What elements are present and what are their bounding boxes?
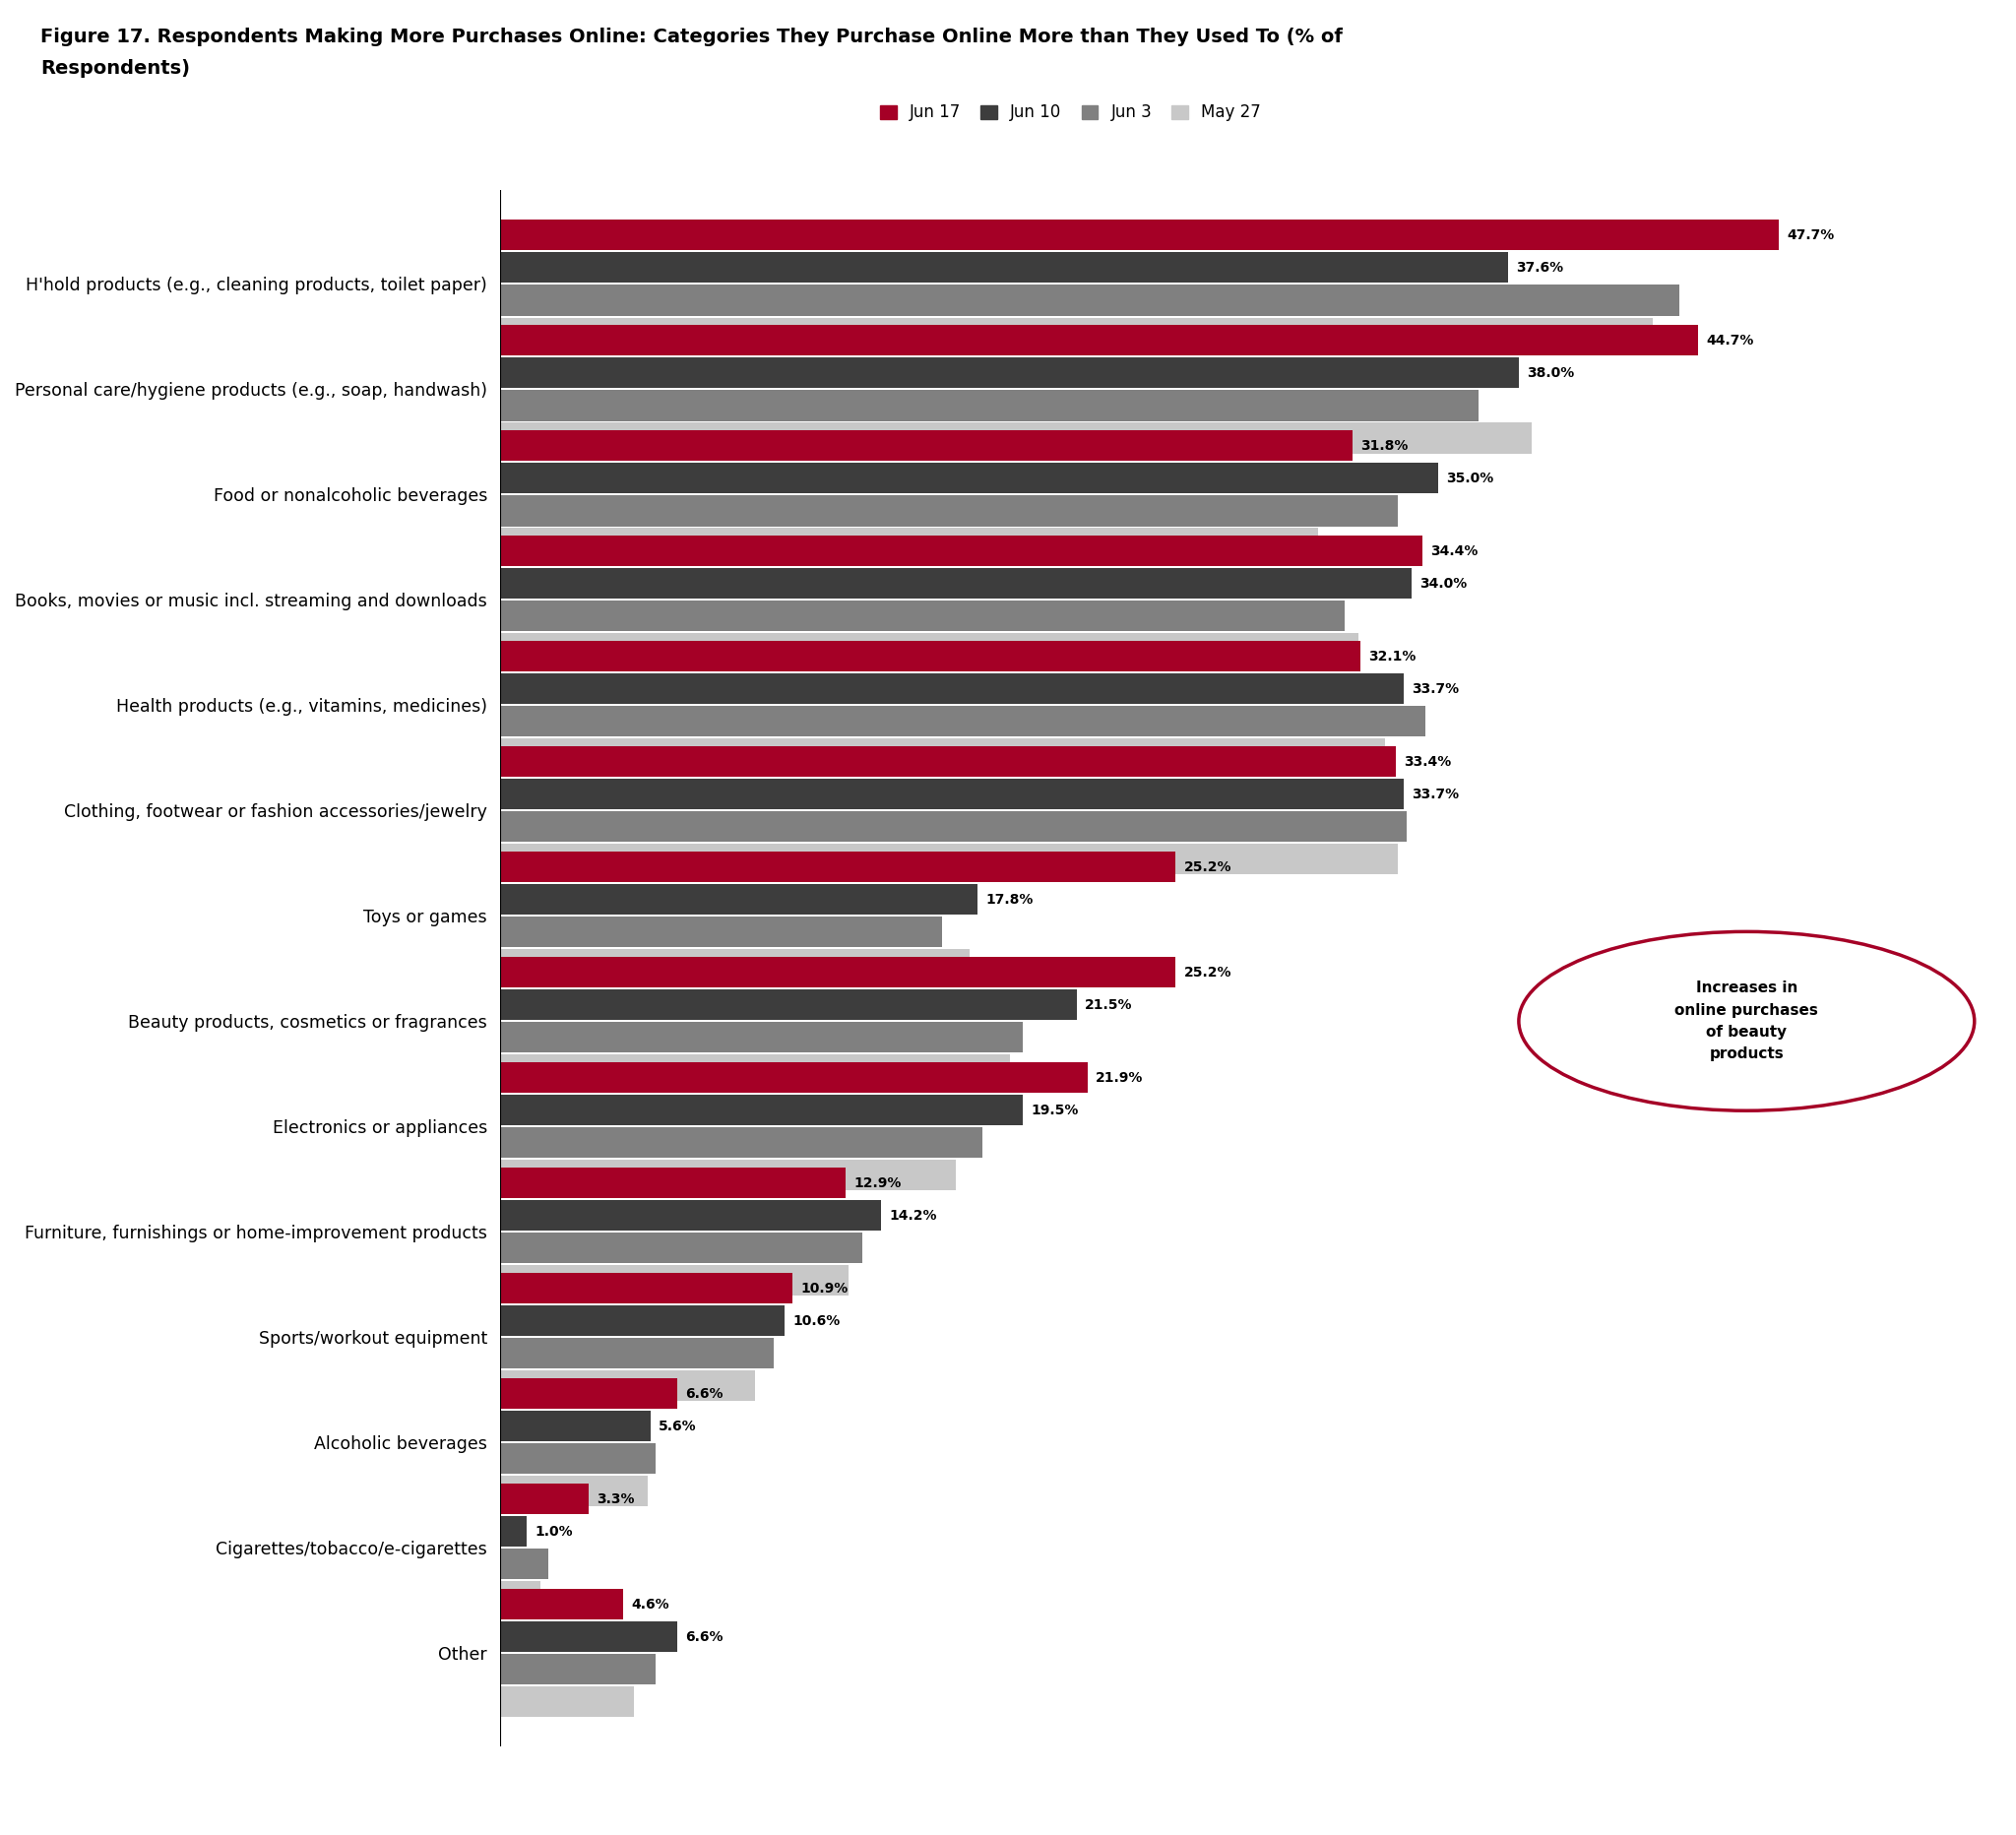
Bar (500, 989, 1077, 1020)
Bar (500, 1483, 589, 1514)
Bar (500, 1582, 540, 1611)
Bar (500, 391, 1478, 420)
Bar (500, 325, 1697, 356)
Text: 34.4%: 34.4% (1429, 545, 1478, 558)
Text: 3.3%: 3.3% (597, 1492, 635, 1507)
Text: 17.8%: 17.8% (986, 892, 1032, 906)
Bar (500, 284, 1679, 316)
Bar (500, 1686, 635, 1718)
Text: 21.5%: 21.5% (1085, 998, 1133, 1011)
Text: 31.8%: 31.8% (1361, 439, 1409, 453)
Text: 34.0%: 34.0% (1419, 576, 1468, 591)
Legend: Jun 17, Jun 10, Jun 3, May 27: Jun 17, Jun 10, Jun 3, May 27 (873, 97, 1268, 128)
Bar (500, 569, 1411, 598)
Bar (500, 1022, 1022, 1053)
Bar (500, 1338, 774, 1369)
Bar (500, 528, 1318, 558)
Bar (500, 317, 1653, 349)
Bar (500, 1371, 754, 1402)
Text: 25.2%: 25.2% (1183, 965, 1232, 980)
Bar (500, 1411, 651, 1442)
Text: 4.6%: 4.6% (631, 1596, 669, 1611)
Bar (500, 253, 1508, 283)
Bar (500, 495, 1399, 527)
Text: 14.2%: 14.2% (889, 1209, 937, 1222)
Bar (500, 1622, 677, 1652)
Bar (500, 673, 1403, 705)
Text: 44.7%: 44.7% (1706, 334, 1754, 347)
Bar (500, 884, 978, 916)
Bar (500, 706, 1425, 738)
Text: Respondents): Respondents) (40, 59, 190, 77)
Bar (500, 851, 1175, 883)
Bar (500, 1160, 956, 1191)
Bar (500, 1653, 655, 1685)
Text: 33.7%: 33.7% (1411, 787, 1460, 802)
Bar (500, 1516, 526, 1547)
Bar (500, 1233, 863, 1262)
Bar (500, 1095, 1022, 1125)
Bar (500, 747, 1395, 776)
Bar (500, 633, 1359, 664)
Text: 33.4%: 33.4% (1403, 754, 1452, 769)
Bar (500, 1305, 784, 1336)
Bar (500, 536, 1421, 567)
Text: 1.0%: 1.0% (534, 1525, 573, 1538)
Bar (500, 640, 1361, 672)
Bar (500, 220, 1778, 250)
Text: Figure 17. Respondents Making More Purchases Online: Categories They Purchase On: Figure 17. Respondents Making More Purch… (40, 28, 1343, 46)
Text: 6.6%: 6.6% (685, 1629, 724, 1644)
Bar (500, 811, 1407, 842)
Bar (500, 462, 1437, 494)
Bar (500, 778, 1403, 809)
Bar (500, 740, 1385, 769)
Bar (500, 1444, 655, 1474)
Text: Increases in
online purchases
of beauty
products: Increases in online purchases of beauty … (1675, 982, 1818, 1061)
Bar (500, 1062, 1087, 1094)
Text: 47.7%: 47.7% (1786, 228, 1835, 242)
Bar (500, 1127, 982, 1158)
Bar (500, 1589, 623, 1620)
Bar (500, 358, 1518, 389)
Text: 12.9%: 12.9% (855, 1176, 901, 1189)
Bar (500, 918, 943, 947)
Bar (500, 422, 1532, 453)
Text: 5.6%: 5.6% (659, 1418, 696, 1433)
Text: 21.9%: 21.9% (1095, 1072, 1143, 1084)
Text: 25.2%: 25.2% (1183, 861, 1232, 873)
Text: 10.9%: 10.9% (800, 1281, 849, 1296)
Text: 38.0%: 38.0% (1526, 367, 1574, 380)
Bar (500, 1273, 792, 1303)
Bar (500, 1549, 548, 1580)
Bar (500, 1475, 647, 1507)
Text: 33.7%: 33.7% (1411, 683, 1460, 695)
Text: 10.6%: 10.6% (792, 1314, 841, 1329)
Text: 37.6%: 37.6% (1516, 261, 1564, 275)
Bar (500, 1200, 881, 1231)
Bar (500, 1266, 849, 1296)
Text: 6.6%: 6.6% (685, 1387, 724, 1400)
Bar (500, 1167, 847, 1198)
Text: 32.1%: 32.1% (1369, 650, 1417, 662)
Bar (500, 431, 1353, 461)
Bar (500, 600, 1345, 631)
Bar (500, 958, 1175, 987)
Bar (500, 1055, 1010, 1084)
Bar (500, 1378, 677, 1409)
Text: 19.5%: 19.5% (1030, 1103, 1079, 1118)
Bar (500, 949, 970, 980)
Bar (500, 844, 1399, 875)
Text: 35.0%: 35.0% (1445, 472, 1494, 484)
